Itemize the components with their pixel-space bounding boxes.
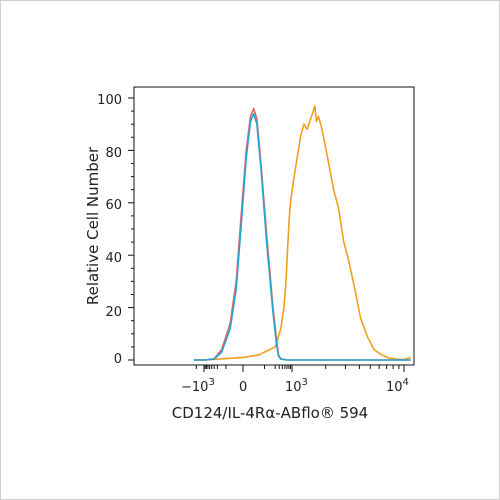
x-tick-label: −103	[181, 377, 215, 395]
y-tick-label: 60	[105, 198, 122, 213]
y-tick-label: 0	[114, 352, 122, 367]
series-line-3	[193, 112, 411, 361]
x-tick-label: 103	[285, 377, 308, 395]
x-tick-label: 0	[239, 380, 247, 395]
y-tick-label: 20	[105, 305, 122, 320]
series-layer	[193, 105, 412, 361]
plot-area	[133, 86, 415, 366]
y-tick-label: 40	[105, 251, 122, 266]
y-axis	[128, 97, 134, 361]
x-axis	[195, 365, 405, 372]
y-tick-label: 80	[105, 146, 122, 161]
y-tick-label: 100	[97, 93, 122, 108]
y-axis-title: Relative Cell Number	[84, 146, 102, 305]
series-line-2	[193, 107, 411, 361]
series-line-1	[193, 105, 412, 361]
x-axis-title: CD124/IL-4Rα-ABflo® 594	[172, 404, 368, 422]
x-tick-label: 104	[386, 377, 409, 395]
